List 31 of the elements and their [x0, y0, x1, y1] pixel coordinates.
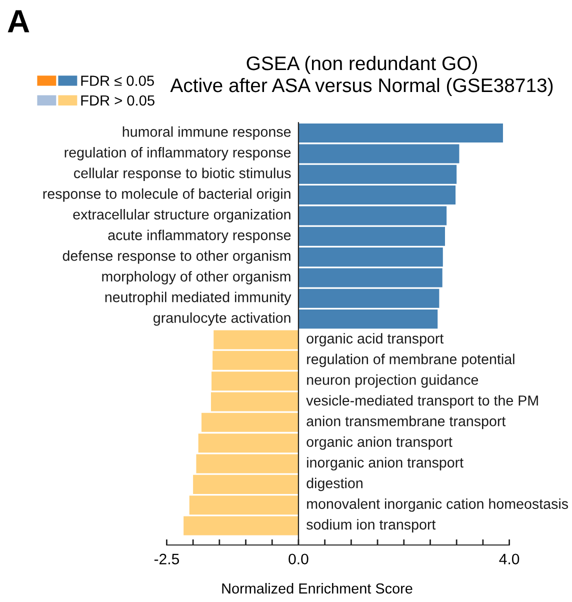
x-tick-label: -2.5	[154, 554, 179, 564]
bar	[184, 516, 298, 536]
y-tick-label: acute inflammatory response	[108, 230, 291, 244]
chart-subtitle: Active after ASA versus Normal (GSE38713)	[170, 78, 553, 96]
y-tick-label: anion transmembrane transport	[306, 416, 506, 430]
y-tick-label: response to molecule of bacterial origin	[43, 188, 290, 202]
y-tick-label: regulation of inflammatory response	[64, 147, 291, 160]
y-tick-label: inorganic anion transport	[307, 457, 464, 470]
y-tick-label: defense response to other organism	[62, 250, 290, 264]
legend-label: FDR ≤ 0.05	[81, 76, 154, 86]
y-tick-label: regulation of membrane potential	[307, 354, 514, 368]
bar	[214, 330, 298, 350]
chart-title: GSEA (non redundant GO)	[246, 56, 477, 74]
y-tick-label: sodium ion transport	[306, 519, 436, 532]
x-tick-label: 4.0	[499, 554, 520, 564]
y-tick-label: neuron projection guidance	[307, 374, 478, 388]
y-tick-label: digestion	[306, 478, 362, 492]
y-tick-label: organic anion transport	[306, 436, 452, 450]
y-tick-label: monovalent inorganic cation homeostasis	[307, 498, 568, 512]
y-tick-label: extracellular structure organization	[73, 209, 290, 222]
y-tick-label: granulocyte activation	[153, 312, 290, 326]
y-tick-label: organic acid transport	[306, 333, 444, 346]
y-tick-label: morphology of other organism	[102, 271, 290, 284]
text: A	[8, 10, 30, 32]
y-tick-label: humoral immune response	[122, 126, 291, 140]
x-axis-title: Normalized Enrichment Score	[222, 583, 412, 594]
y-tick-label: vesicle-mediated transport to the PM	[306, 395, 538, 408]
x-tick-label: 0.0	[288, 554, 308, 564]
y-tick-label: cellular response to biotic stimulus	[74, 168, 291, 182]
legend-label: FDR > 0.05	[81, 95, 154, 106]
y-tick-label: neutrophil mediated immunity	[105, 292, 292, 306]
